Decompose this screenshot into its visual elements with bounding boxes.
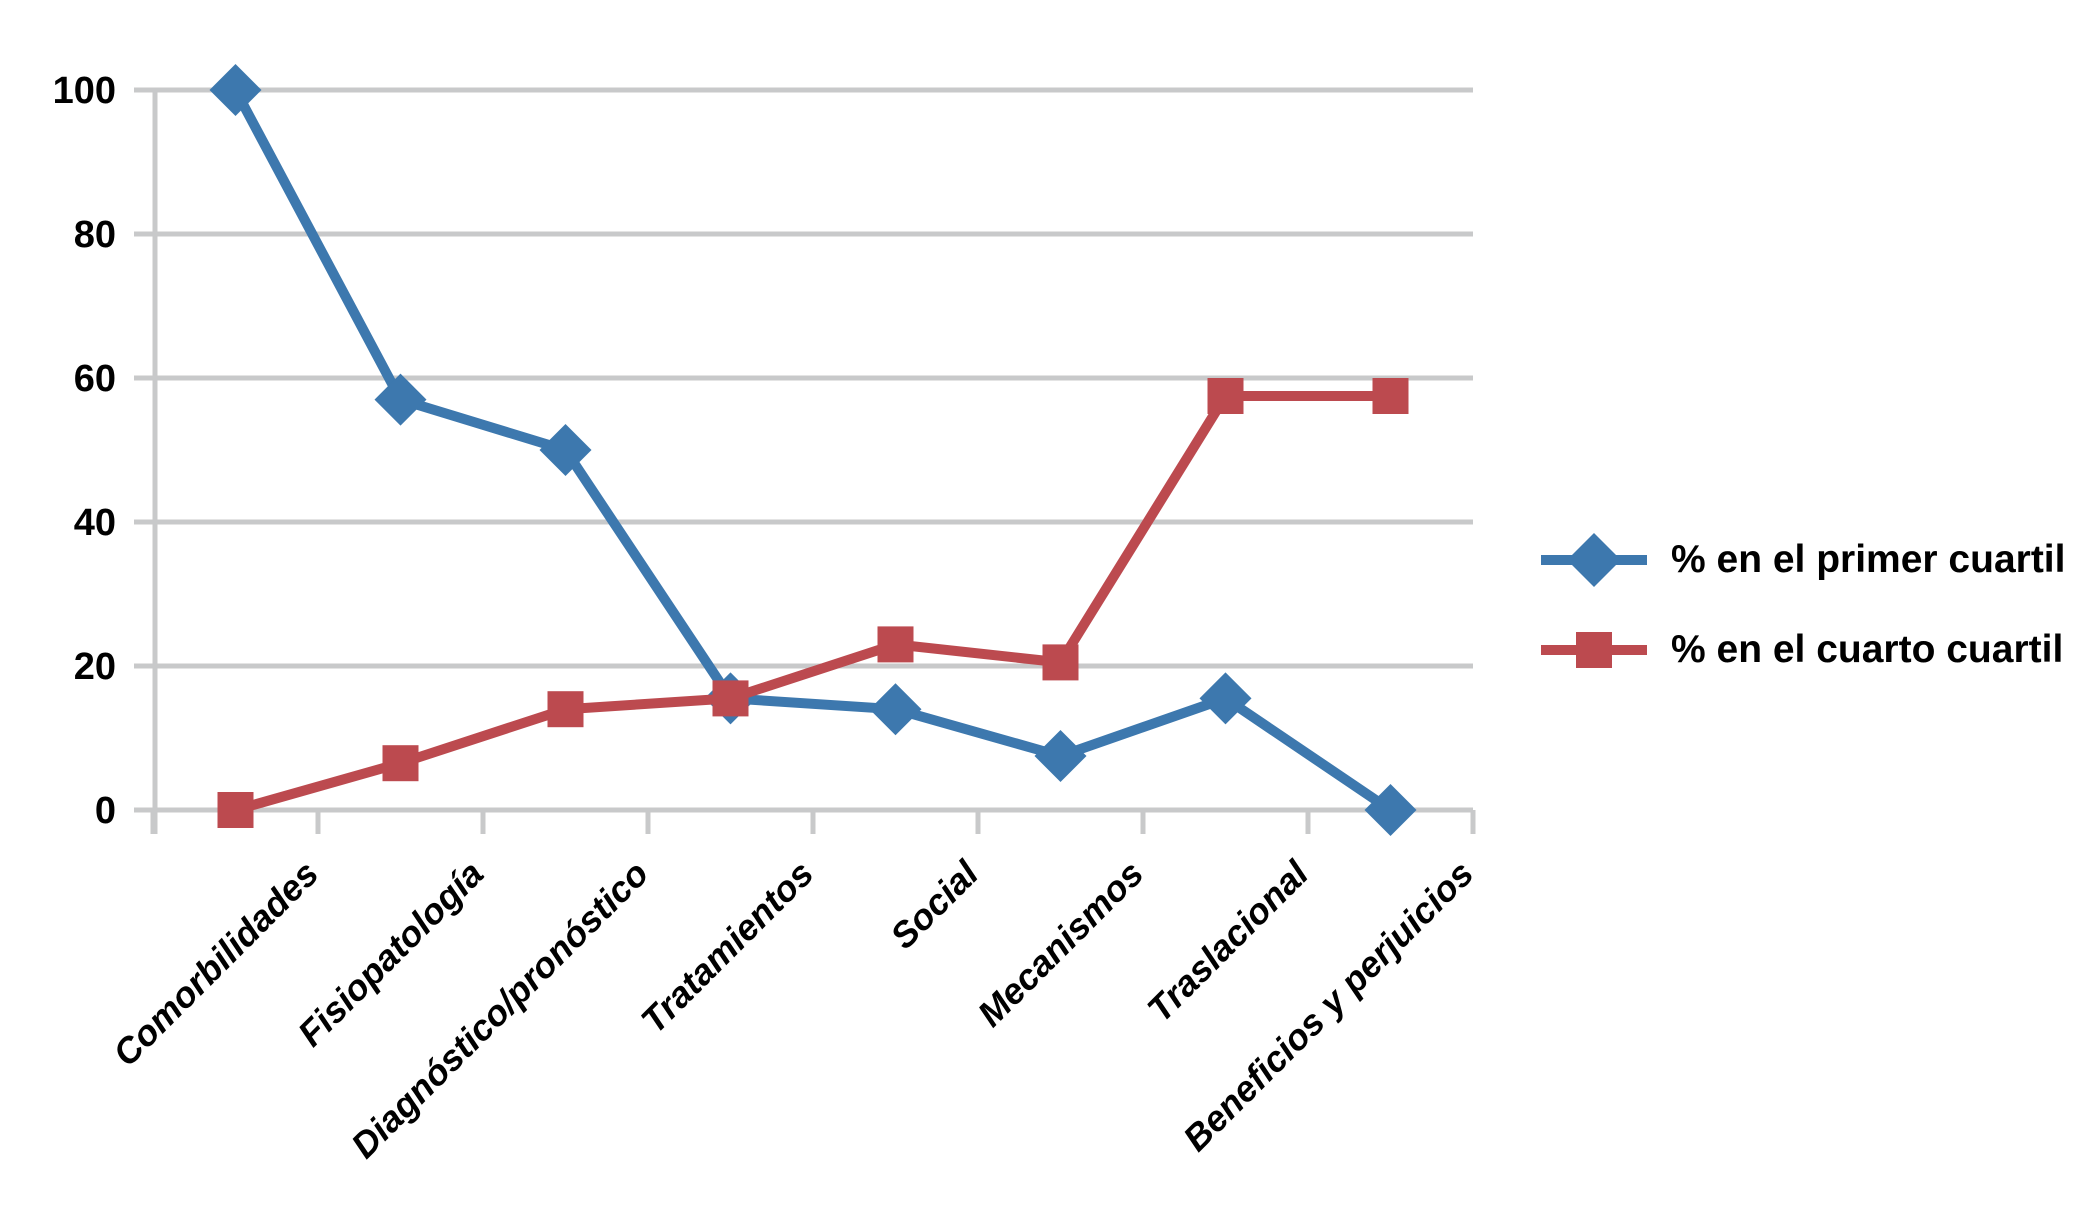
x-tick-label: Traslacional xyxy=(1139,852,1317,1030)
data-point-diamond xyxy=(209,64,262,116)
y-tick-label: 80 xyxy=(74,214,116,256)
data-point-diamond xyxy=(374,373,427,426)
data-point-diamond xyxy=(869,683,922,736)
series-line xyxy=(234,391,1391,815)
legend: % en el primer cuartil % en el cuarto cu… xyxy=(1541,531,2065,679)
legend-item-primer-cuartil: % en el primer cuartil xyxy=(1541,531,2065,589)
y-tick-label: 60 xyxy=(74,358,116,400)
series-primer-cuartil xyxy=(209,64,1417,836)
legend-label-primer-cuartil: % en el primer cuartil xyxy=(1671,538,2066,581)
series-line xyxy=(231,87,1394,815)
x-axis: ComorbilidadesFisiopatologíaDiagnóstico/… xyxy=(105,810,1481,1166)
y-tick-label: 40 xyxy=(74,502,116,544)
data-point-diamond xyxy=(1364,784,1417,836)
legend-marker-diamond-icon xyxy=(1541,533,1647,587)
legend-item-cuarto-cuartil: % en el cuarto cuartil xyxy=(1541,621,2065,679)
x-tick-label: Social xyxy=(882,852,987,957)
x-tick-label: Diagnóstico/pronóstico xyxy=(343,853,656,1166)
data-point-square xyxy=(712,680,749,717)
data-point-square xyxy=(217,792,254,828)
x-tick-label: Tratamientos xyxy=(633,853,821,1041)
data-point-square xyxy=(547,691,584,728)
x-tick-label: Comorbilidades xyxy=(105,853,326,1074)
y-tick-label: 20 xyxy=(74,646,116,688)
data-point-diamond xyxy=(539,424,592,476)
y-tick-label: 100 xyxy=(53,70,116,112)
data-point-diamond xyxy=(1034,730,1087,782)
data-point-square xyxy=(877,626,914,663)
data-point-square xyxy=(1207,378,1244,414)
x-tick-label: Beneficios y perjuicios xyxy=(1175,853,1481,1159)
data-point-square xyxy=(1372,378,1409,414)
y-axis: 0 20 40 60 80 100 xyxy=(53,70,160,834)
gridlines xyxy=(153,87,1473,813)
diamond-marker-icon xyxy=(1567,533,1621,587)
square-marker-icon xyxy=(1576,632,1612,668)
data-point-diamond xyxy=(1199,672,1252,725)
legend-label-cuarto-cuartil: % en el cuarto cuartil xyxy=(1671,628,2064,671)
legend-marker-square-icon xyxy=(1541,632,1647,668)
data-point-square xyxy=(382,745,419,782)
x-tick-label: Mecanismos xyxy=(969,853,1151,1035)
data-point-square xyxy=(1042,644,1079,681)
y-tick-label: 0 xyxy=(95,790,116,832)
series-cuarto-cuartil xyxy=(217,378,1409,828)
